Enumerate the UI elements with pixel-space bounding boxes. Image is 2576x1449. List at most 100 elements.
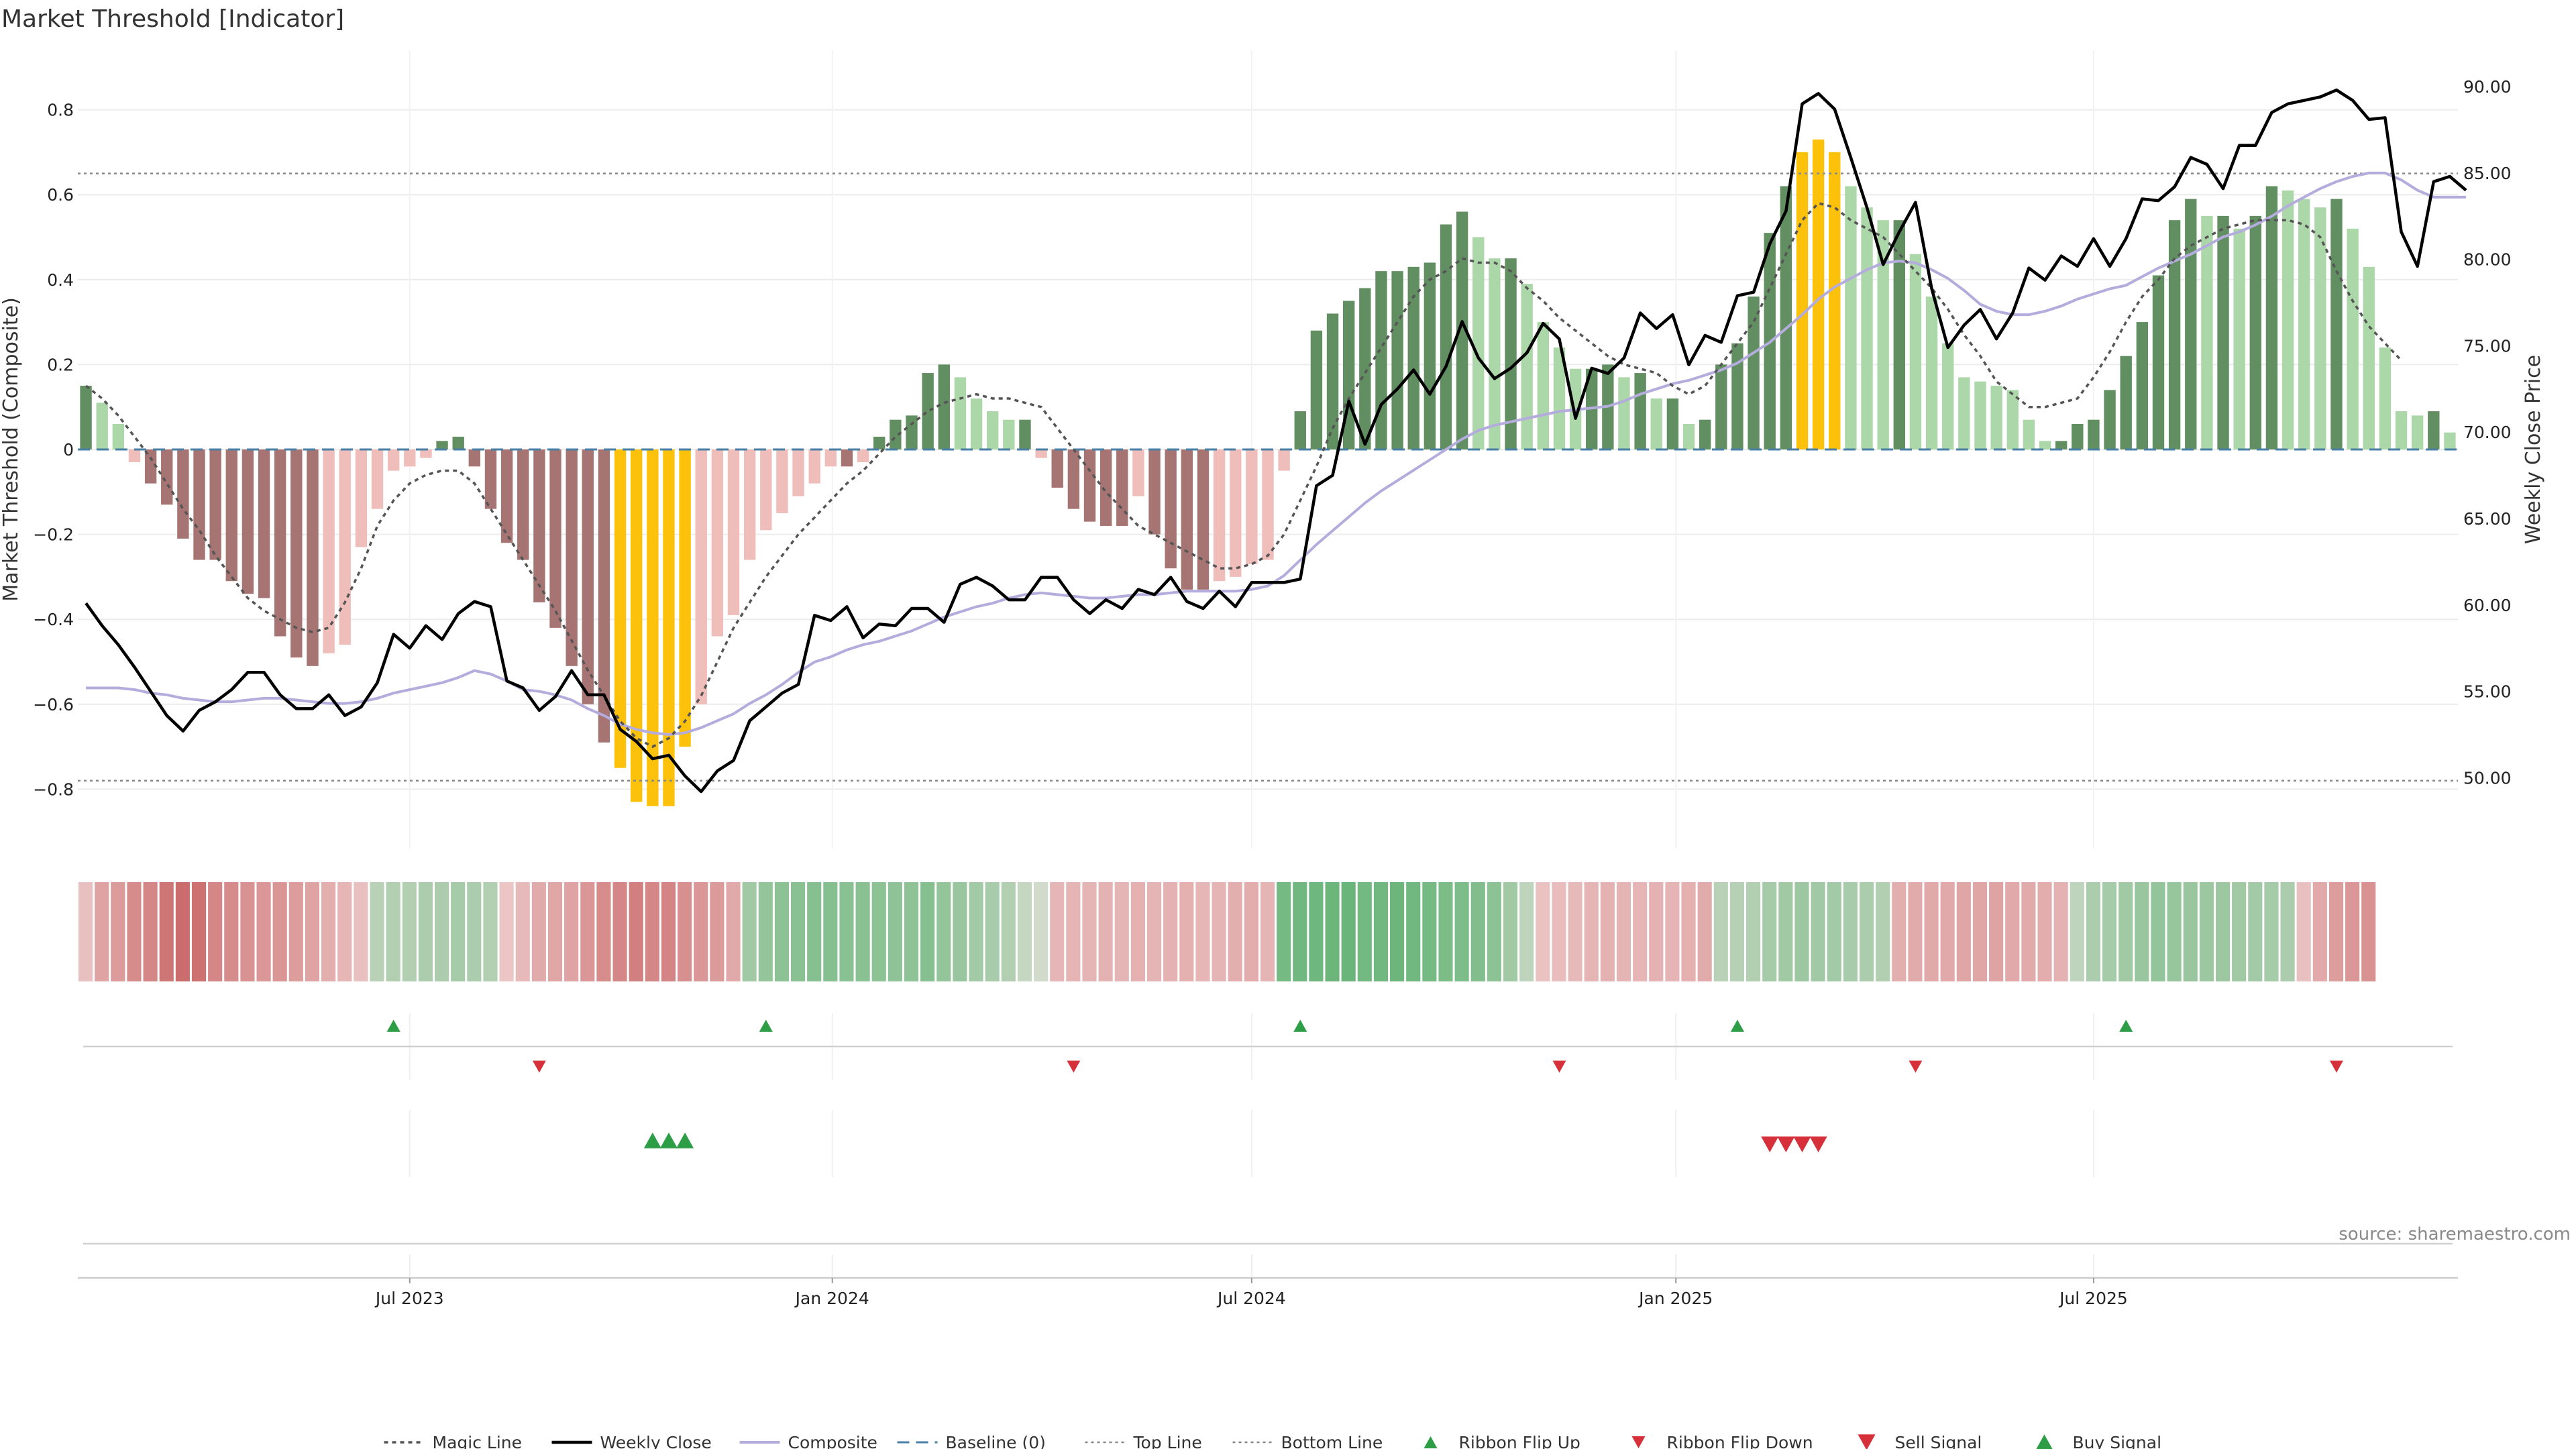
composite-bar xyxy=(1262,449,1274,560)
composite-bar xyxy=(1666,398,1679,449)
composite-bar xyxy=(938,364,950,449)
ribbon-cell xyxy=(434,882,449,981)
ribbon-cell xyxy=(1503,882,1518,981)
chart-title: Market Threshold [Indicator] xyxy=(1,5,344,33)
composite-bar xyxy=(2395,411,2408,449)
composite-bar xyxy=(323,449,335,653)
ribbon-cell xyxy=(1989,882,2004,981)
composite-bar xyxy=(161,449,173,505)
composite-bar xyxy=(1003,419,1015,449)
ribbon-cell xyxy=(1325,882,1340,981)
x-tick-label: Jul 2024 xyxy=(1216,1289,1286,1308)
ribbon-cell xyxy=(2215,882,2231,981)
ribbon-cell xyxy=(855,882,870,981)
composite-bar xyxy=(663,449,675,806)
composite-bar xyxy=(1132,449,1144,496)
composite-bar xyxy=(1246,449,1258,564)
ribbon-cell xyxy=(839,882,854,981)
ribbon-cell xyxy=(758,882,773,981)
ribbon-cell xyxy=(1908,882,1923,981)
ribbon-cell xyxy=(985,882,1000,981)
ribbon-cell xyxy=(1649,882,1664,981)
x-tick-label: Jul 2025 xyxy=(2058,1289,2128,1308)
buy-signal-marker xyxy=(659,1132,678,1148)
composite-bar xyxy=(2298,199,2310,449)
ribbon-cell xyxy=(2361,882,2376,981)
composite-bar xyxy=(890,419,902,449)
composite-bar xyxy=(1067,449,1080,509)
composite-bar xyxy=(1958,377,1970,449)
composite-bar xyxy=(1310,330,1323,449)
ribbon-cell xyxy=(1616,882,1631,981)
main-lines xyxy=(78,88,2467,794)
ribbon-cell xyxy=(1066,882,1081,981)
y-axis-left-ticks: 0.8 0.6 0.4 0.2 0 −0.2 −0.4 −0.6 −0.8 xyxy=(33,101,74,800)
legend-item-sell: Sell Signal xyxy=(1858,1433,1982,1449)
ribbon-cell xyxy=(2232,882,2247,981)
y-axis-right-ticks: 90.00 85.00 80.00 75.00 70.00 65.00 60.00 55.00… xyxy=(2463,77,2512,788)
ribbon-cell xyxy=(2328,882,2344,981)
composite-bar xyxy=(404,449,416,467)
y2-tick-label: 85.00 xyxy=(2463,164,2512,183)
y-tick-label: 0.4 xyxy=(47,270,74,290)
ribbon-cell xyxy=(774,882,789,981)
ribbon-cell xyxy=(2070,882,2084,981)
composite-bar xyxy=(1051,449,1063,488)
composite-bar xyxy=(1375,271,1387,449)
ribbon-cell xyxy=(1341,882,1356,981)
composite-bar xyxy=(1359,288,1371,449)
composite-bar xyxy=(1213,449,1226,582)
ribbon-cell xyxy=(1536,882,1550,981)
composite-bar xyxy=(1294,411,1306,449)
ribbon-cell xyxy=(354,882,368,981)
composite-bar xyxy=(274,449,286,637)
composite-bar xyxy=(2023,419,2035,449)
composite-bar xyxy=(96,402,108,449)
composite-bar xyxy=(711,449,724,637)
ribbon-flip-up-marker xyxy=(759,1020,773,1032)
legend-symbol xyxy=(1424,1436,1438,1448)
ribbon-cell xyxy=(402,882,417,981)
composite-bar xyxy=(2055,441,2068,449)
y-tick-label: −0.2 xyxy=(33,525,74,545)
ribbon-cell xyxy=(224,882,239,981)
ribbon-cell xyxy=(1001,882,1016,981)
composite-bar xyxy=(2185,199,2197,449)
legend-item-top: Top Line xyxy=(1085,1433,1202,1449)
ribbon-flip-down-marker xyxy=(1067,1061,1081,1073)
composite-bar xyxy=(2120,356,2132,449)
ribbon-cell xyxy=(1859,882,1874,981)
ribbon-flip-down-marker xyxy=(2329,1061,2343,1073)
ribbon-cell xyxy=(823,882,838,981)
ribbon-cell xyxy=(1454,882,1469,981)
composite-bar xyxy=(1618,377,1630,449)
ribbon-cell xyxy=(1633,882,1648,981)
ribbon-cell xyxy=(1956,882,1971,981)
ribbon-cell xyxy=(1827,882,1841,981)
composite-bar xyxy=(1099,449,1112,526)
composite-bar xyxy=(1845,186,1857,449)
ribbon-cell xyxy=(240,882,255,981)
legend-symbol xyxy=(1631,1436,1646,1448)
ribbon-flip-panel xyxy=(83,1013,2453,1080)
ribbon-cell xyxy=(1357,882,1372,981)
y-axis-left-label: Market Threshold (Composite) xyxy=(0,297,23,602)
composite-bar xyxy=(2152,275,2165,449)
ribbon-cell xyxy=(969,882,983,981)
ribbon-cell xyxy=(515,882,530,981)
composite-bar xyxy=(760,449,772,531)
ribbon-cell xyxy=(1470,882,1485,981)
ribbon-cell xyxy=(1729,882,1745,981)
legend-label: Sell Signal xyxy=(1895,1433,1982,1449)
y2-tick-label: 65.00 xyxy=(2463,509,2512,529)
composite-bar xyxy=(1197,449,1210,590)
ribbon-cell xyxy=(483,882,498,981)
ribbon-cell xyxy=(1552,882,1566,981)
ribbon-cell xyxy=(936,882,951,981)
composite-bar xyxy=(1925,297,1938,449)
composite-bar xyxy=(2314,207,2326,449)
ribbon-cell xyxy=(337,882,352,981)
ribbon-cell xyxy=(920,882,935,981)
composite-bar xyxy=(1877,220,1889,449)
ribbon-cell xyxy=(547,882,563,981)
